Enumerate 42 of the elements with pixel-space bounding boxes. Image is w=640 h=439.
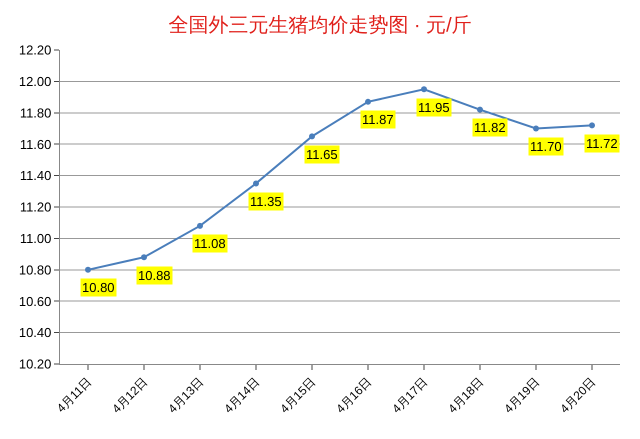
point [421,86,427,92]
x-tick-label: 4月19日 [501,374,542,416]
x-tick-label: 4月20日 [557,374,598,416]
x-tick-label: 4月17日 [389,374,430,416]
data-label: 10.80 [82,280,115,295]
data-label: 11.08 [194,236,226,251]
y-tick-label: 10.60 [18,294,52,309]
data-label: 11.70 [530,139,562,154]
x-tick-label: 4月11日 [54,374,94,416]
y-tick-label: 11.20 [20,200,52,215]
y-tick-label: 10.20 [18,356,52,372]
data-label: 11.65 [306,147,338,162]
point [365,98,371,105]
chart-title: 全国外三元生猪均价走势图 · 元/斤 [168,14,472,37]
data-label: 11.87 [362,112,394,127]
y-tick-label: 12.20 [18,42,52,58]
x-tick-label: 4月15日 [277,374,318,416]
x-tick-label: 4月14日 [221,374,262,416]
y-tick-label: 11.40 [20,168,52,184]
data-label: 10.88 [138,268,171,283]
point [85,266,91,273]
y-tick-label: 10.80 [18,262,52,278]
data-label: 11.95 [418,100,450,115]
point [141,254,147,260]
y-tick-label: 11.00 [20,230,52,246]
x-tick-label: 4月12日 [109,374,150,416]
point [309,133,315,140]
y-tick-label: 11.60 [20,136,52,152]
x-tick-label: 4月18日 [445,374,486,416]
data-label: 11.72 [586,136,618,151]
x-tick-label: 4月16日 [333,374,374,416]
y-tick-label: 12.00 [18,74,52,89]
data-label: 11.35 [250,194,282,209]
y-tick-label: 10.40 [18,325,52,340]
point [589,122,595,128]
point [197,222,203,229]
data-label: 11.82 [474,120,506,135]
point [533,126,539,132]
y-tick-label: 11.80 [20,105,52,120]
x-tick-label: 4月13日 [165,374,206,416]
point [477,106,483,113]
point [253,180,259,186]
